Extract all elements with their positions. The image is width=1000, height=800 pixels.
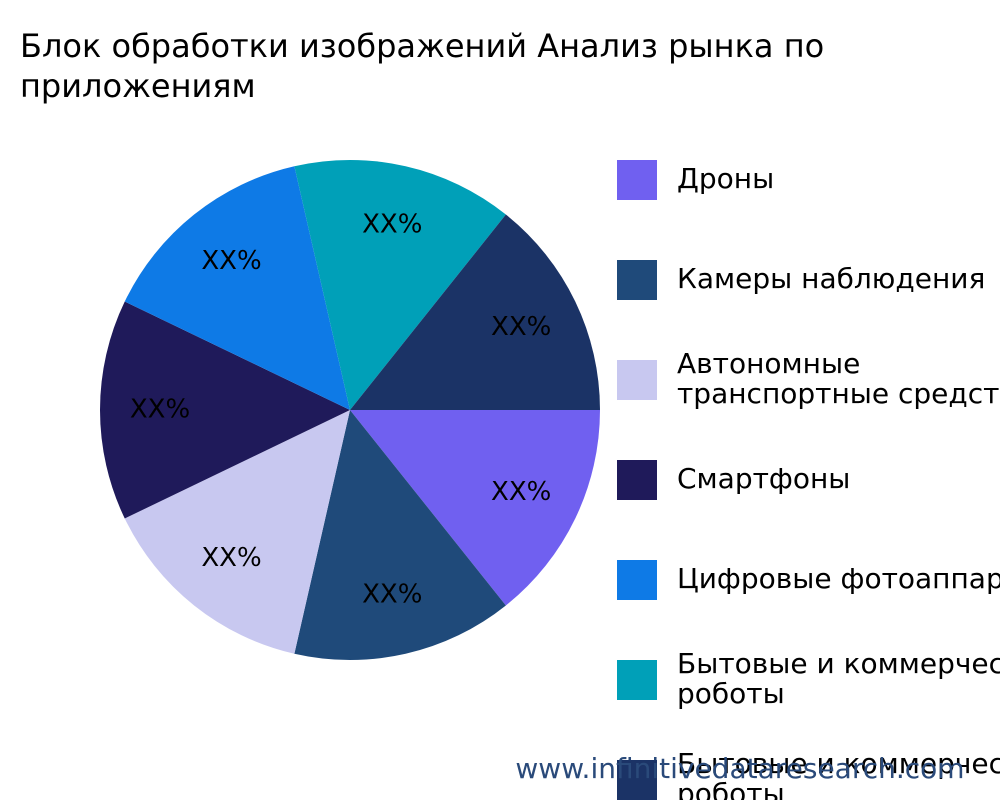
legend-label: Бытовые и коммерческиероботы xyxy=(677,647,1000,710)
watermark: www.infinitivedataresearch.com xyxy=(515,752,964,785)
pie-slice xyxy=(124,410,350,654)
pie-slice xyxy=(350,214,600,410)
legend-label: Бытовые и коммерческиероботы xyxy=(677,747,1000,800)
legend-swatch xyxy=(617,560,657,600)
pie-slice xyxy=(100,301,350,519)
data-label: XX% xyxy=(362,580,422,610)
chart-title: Блок обработки изображений Анализ рынка … xyxy=(20,27,824,105)
legend-label: Дроны xyxy=(677,162,774,195)
data-label: XX% xyxy=(491,312,551,342)
legend-swatch xyxy=(617,760,657,800)
legend-swatch xyxy=(617,660,657,700)
data-label: XX% xyxy=(491,477,551,507)
legend-label: Смартфоны xyxy=(677,462,850,495)
pie-slice xyxy=(294,159,506,410)
data-label: XX% xyxy=(362,209,422,239)
legend-swatch xyxy=(617,260,657,300)
legend-label: Автономные транспортные средства xyxy=(677,347,1000,410)
legend-swatch xyxy=(617,460,657,500)
pie-slice xyxy=(124,166,350,410)
data-label: XX% xyxy=(201,246,261,276)
data-label: XX% xyxy=(130,395,190,425)
data-label: XX% xyxy=(201,543,261,573)
pie-slice xyxy=(294,410,506,661)
legend-label: Цифровые фотоаппараты xyxy=(677,562,1000,595)
legend-label: Камеры наблюдения xyxy=(677,262,985,295)
legend-swatch xyxy=(617,160,657,200)
legend-swatch xyxy=(617,360,657,400)
pie-slice xyxy=(350,410,600,606)
